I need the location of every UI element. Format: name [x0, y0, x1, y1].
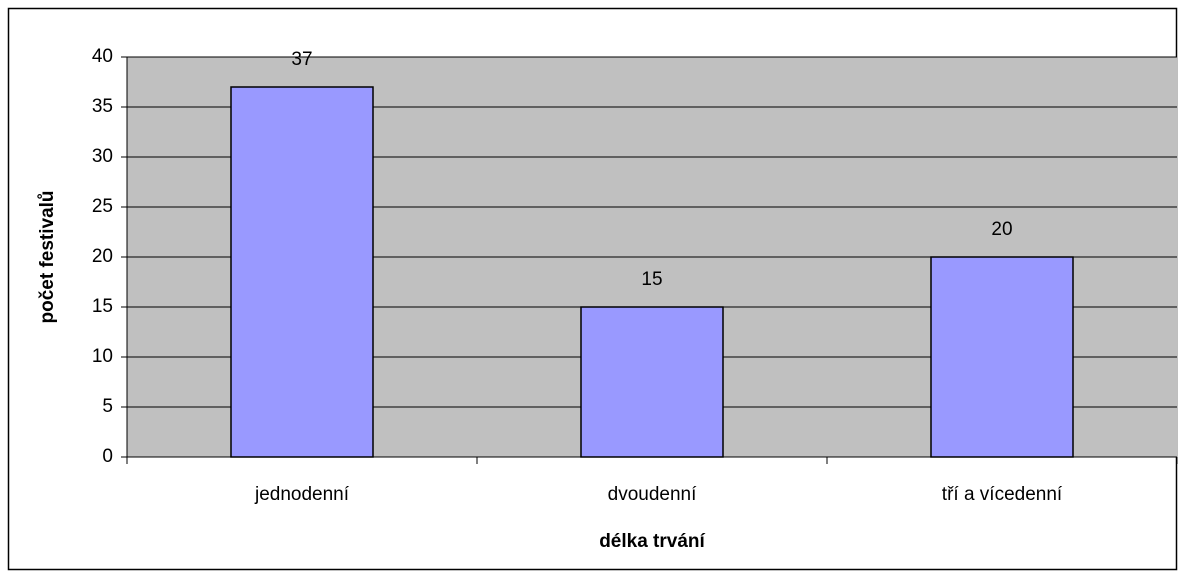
x-axis-title: délka trvání	[599, 531, 705, 552]
y-tick-label: 10	[92, 346, 113, 367]
data-label: 20	[991, 219, 1012, 240]
y-tick-label: 25	[92, 196, 113, 217]
bar	[230, 86, 374, 458]
y-tick-label: 20	[92, 246, 113, 267]
x-tick-label: tří a vícedenní	[942, 484, 1063, 505]
y-tick-label: 30	[92, 146, 113, 167]
x-tick-label: jednodenní	[254, 484, 350, 505]
y-tick-label: 35	[92, 96, 113, 117]
bar	[930, 256, 1074, 458]
y-tick-label: 0	[102, 446, 113, 467]
y-axis-title: počet festivalů	[37, 190, 58, 323]
y-tick-label: 40	[92, 46, 113, 67]
data-label: 15	[641, 269, 662, 290]
x-tick-label: dvoudenní	[608, 484, 697, 505]
data-label: 37	[291, 49, 312, 70]
y-tick-label: 15	[92, 296, 113, 317]
y-tick-label: 5	[102, 396, 113, 417]
bar	[580, 306, 724, 458]
